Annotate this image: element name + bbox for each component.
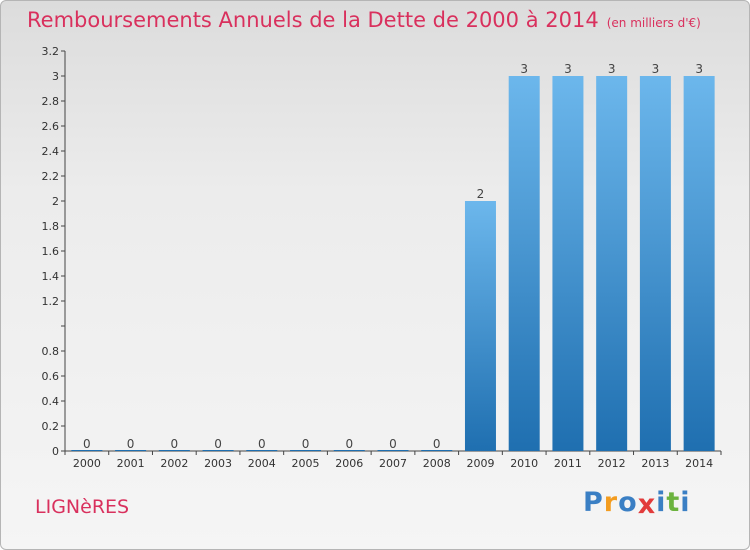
x-tick-label: 2001	[117, 457, 145, 470]
chart-title: Remboursements Annuels de la Dette de 20…	[27, 8, 701, 32]
data-label: 0	[83, 437, 91, 451]
x-tick-label: 2003	[204, 457, 232, 470]
data-label: 0	[345, 437, 353, 451]
bar-2007	[377, 450, 409, 451]
y-tick-label: 2.8	[42, 95, 60, 108]
logo-letter: r	[603, 487, 619, 518]
commune-name: LIGNèRES	[35, 496, 130, 518]
data-label: 0	[127, 437, 135, 451]
logo-letter: i	[680, 487, 691, 518]
x-tick-label: 2014	[685, 457, 713, 470]
y-tick-label: 0.6	[42, 370, 60, 383]
bar-2004	[246, 450, 278, 451]
bar-2011	[552, 76, 584, 451]
bar-2002	[158, 450, 190, 451]
chart-unit: (en milliers d'€)	[606, 16, 701, 30]
x-tick-label: 2006	[335, 457, 363, 470]
logo-letter: t	[666, 487, 681, 518]
x-tick-label: 2013	[641, 457, 669, 470]
y-tick-label: 2.4	[42, 145, 60, 158]
data-label: 0	[258, 437, 266, 451]
data-label: 0	[389, 437, 397, 451]
bar-2008	[421, 450, 453, 451]
y-tick-label: 0.4	[42, 395, 60, 408]
x-tick-label: 2000	[73, 457, 101, 470]
data-label: 3	[564, 62, 572, 76]
logo-letter: o	[618, 487, 638, 518]
bar-2013	[639, 76, 671, 451]
x-tick-label: 2012	[598, 457, 626, 470]
y-tick-label: 0.2	[42, 420, 60, 433]
y-tick-label: 2.6	[42, 120, 60, 133]
x-tick-label: 2010	[510, 457, 538, 470]
data-label: 3	[652, 62, 660, 76]
y-tick-label: 2.2	[42, 170, 60, 183]
data-label: 3	[520, 62, 528, 76]
chart-title-text: Remboursements Annuels de la Dette de 20…	[27, 8, 599, 32]
bar-2010	[508, 76, 540, 451]
bar-2012	[596, 76, 628, 451]
x-tick-label: 2011	[554, 457, 582, 470]
x-tick-label: 2005	[292, 457, 320, 470]
x-tick-label: 2008	[423, 457, 451, 470]
bar-2000	[71, 450, 103, 451]
x-tick-label: 2007	[379, 457, 407, 470]
bar-2003	[202, 450, 234, 451]
logo-letter: x	[637, 489, 657, 520]
y-tick-label: 0	[52, 445, 59, 458]
data-label: 3	[695, 62, 703, 76]
y-tick-label: 3	[52, 70, 59, 83]
bar-2005	[290, 450, 322, 451]
bar-2014	[683, 76, 715, 451]
data-label: 3	[608, 62, 616, 76]
x-tick-label: 2004	[248, 457, 276, 470]
y-tick-label: 1.6	[42, 245, 60, 258]
y-tick-label: 1.2	[42, 295, 60, 308]
data-label: 0	[171, 437, 179, 451]
y-tick-label: 1.4	[42, 270, 60, 283]
data-label: 2	[477, 187, 485, 201]
x-tick-label: 2009	[466, 457, 494, 470]
proxiti-logo: Proxiti	[583, 487, 691, 520]
logo-letter: P	[583, 487, 604, 518]
x-tick-label: 2002	[160, 457, 188, 470]
y-tick-label: 0.8	[42, 345, 60, 358]
data-label: 0	[302, 437, 310, 451]
y-tick-label: 1.8	[42, 220, 60, 233]
y-tick-label: 3.2	[42, 45, 60, 58]
logo-letter: i	[656, 487, 667, 518]
y-tick-label: 2	[52, 195, 59, 208]
data-label: 0	[433, 437, 441, 451]
bar-2001	[115, 450, 147, 451]
bar-2006	[333, 450, 365, 451]
data-label: 0	[214, 437, 222, 451]
bar-2009	[464, 201, 496, 451]
